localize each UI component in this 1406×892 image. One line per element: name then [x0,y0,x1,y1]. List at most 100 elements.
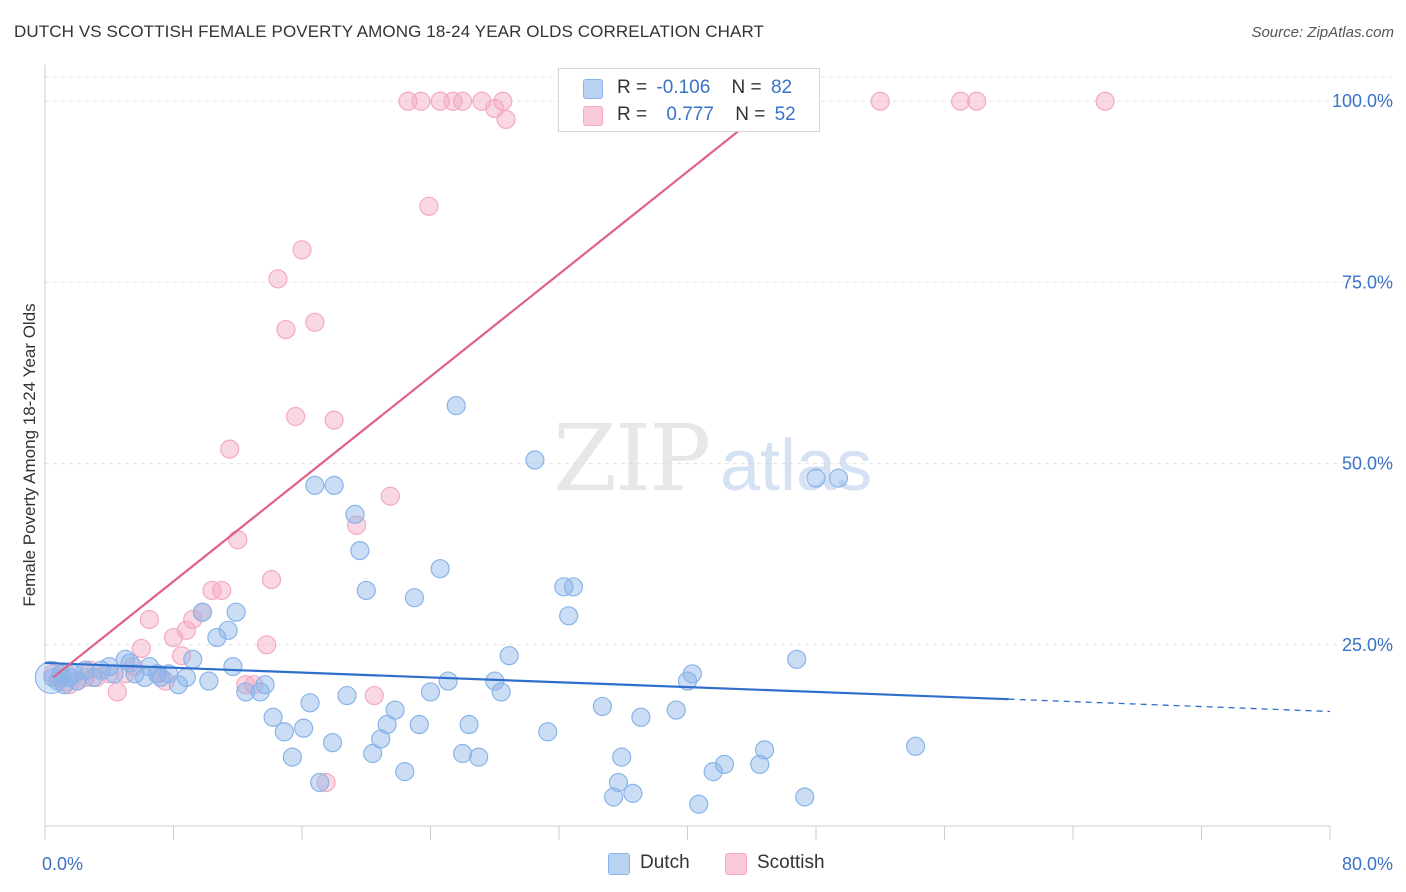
dutch-point-43 [350,540,370,561]
dutch-point-15 [134,667,155,688]
regression-lines [44,100,1331,713]
dutch-point-68 [604,787,624,807]
y-tick-label-1: 50.0% [1342,454,1393,474]
scottish-point-26 [257,635,277,655]
dutch-point-20 [168,675,188,695]
dutch-point-82 [795,787,815,807]
dutch-point-6 [67,671,87,691]
y-tick-label-2: 75.0% [1342,272,1393,292]
scottish-point-49 [950,91,971,111]
dutch-point-70 [612,747,632,767]
dutch-point-51 [409,714,429,735]
scottish-point-16 [171,646,192,666]
dutch-point-61 [499,646,519,666]
scottish-point-27 [261,569,282,590]
dutch-point-49 [395,762,415,782]
dutch-point-28 [226,602,246,622]
dutch-point-63 [538,722,558,742]
dutch-regression-line [44,661,1009,701]
dutch-point-35 [294,718,314,738]
dutch-point-29 [236,682,256,702]
dutch-point-69 [608,772,629,793]
dutch-point-48 [385,700,405,720]
dutch-point-34 [282,747,302,767]
dutch-point-38 [310,772,330,793]
dutch-point-36 [300,693,320,713]
series-label-dutch: Dutch [640,852,690,873]
dutch-point-60 [491,682,511,702]
scottish-point-12 [139,609,160,630]
dutch-point-23 [192,602,213,622]
dutch-point-81 [787,649,807,669]
dutch-point-57 [459,714,479,735]
dutch-point-13 [120,653,140,673]
dutch-point-67 [592,696,612,717]
legend-n-label: N = [735,104,766,125]
y-axis-label: Female Poverty Among 18-24 Year Olds [20,303,39,606]
scottish-point-51 [1095,91,1115,111]
scottish-point-42 [443,91,463,111]
dutch-point-64 [554,577,574,597]
dutch-point-65 [559,606,579,626]
dutch-point-62 [525,450,545,470]
dutch-point-33 [274,722,294,742]
dutch-points [34,396,926,814]
scottish-point-9 [115,664,135,684]
scottish-point-18 [183,609,203,630]
scottish-point-31 [292,240,312,260]
legend-swatch-dutch [583,79,603,99]
dutch-point-39 [322,733,343,753]
dutch-point-24 [199,671,219,691]
dutch-point-73 [666,700,686,720]
dutch-point-42 [345,504,365,524]
dutch-point-79 [750,754,770,774]
dutch-point-52 [420,682,441,702]
dutch-point-80 [754,740,775,760]
dutch-point-25 [207,627,227,648]
scottish-point-23 [228,530,248,550]
scottish-point-34 [324,410,344,430]
tick-labels: 25.0% 50.0% 75.0% 100.0% 0.0% 80.0% [42,91,1393,874]
dutch-point-8 [83,667,103,688]
scottish-point-32 [305,312,325,332]
dutch-point-54 [438,671,458,691]
dutch-point-41 [337,685,357,706]
dutch-point-72 [631,707,651,727]
scottish-point-11 [131,638,151,659]
dutch-point-47 [377,714,397,735]
source-credit: Source: ZipAtlas.com [1251,24,1394,41]
legend-r-value-dutch: -0.106 [656,77,711,98]
dutch-point-77 [703,762,723,782]
watermark: ZIP atlas [553,405,872,512]
scottish-point-29 [276,319,296,340]
scottish-point-20 [202,580,222,601]
dutch-point-53 [430,559,450,579]
scottish-point-47 [496,109,516,129]
dutch-point-32 [263,707,283,727]
scottish-point-21 [212,580,232,601]
legend-n-value-dutch: 82 [770,77,793,98]
dutch-point-50 [404,588,425,608]
dutch-point-75 [682,664,702,684]
scottish-point-40 [419,196,439,216]
dutch-point-22 [183,649,203,669]
dutch-point-83 [806,468,826,488]
correlation-legend: R = -0.106 N = 82 R = 0.777 N = 52 [558,68,820,132]
scottish-point-25 [244,675,264,695]
axes [44,65,1331,840]
dutch-point-cluster [34,660,69,695]
y-tick-label-0: 25.0% [1342,635,1393,655]
scottish-point-43 [453,91,473,111]
dutch-point-27 [223,656,243,677]
watermark-zip: ZIP [553,405,709,512]
dutch-point-21 [176,667,196,688]
scottish-regression-line [52,100,777,679]
dutch-point-84 [828,468,849,488]
dutch-point-31 [255,675,275,695]
dutch-point-44 [356,580,376,601]
dutch-point-76 [689,794,709,814]
dutch-point-40 [324,475,344,495]
dutch-point-85 [905,736,926,756]
dutch-point-58 [469,747,489,767]
